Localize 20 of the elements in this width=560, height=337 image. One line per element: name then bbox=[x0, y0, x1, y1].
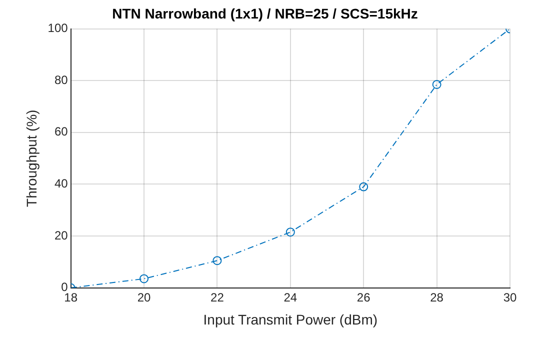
x-tick-label: 28 bbox=[430, 290, 444, 304]
point bbox=[140, 274, 149, 284]
y-tick-label: 80 bbox=[54, 72, 68, 87]
point bbox=[212, 256, 222, 266]
y-tick-label: 20 bbox=[54, 228, 68, 242]
y-axis-title: Throughput (%) bbox=[23, 110, 40, 207]
y-tick-label: 100 bbox=[48, 21, 68, 36]
point bbox=[286, 228, 295, 237]
point bbox=[359, 182, 368, 192]
x-tick-label: 22 bbox=[210, 290, 224, 304]
x-tick-label: 26 bbox=[356, 290, 371, 304]
x-tick-label: 24 bbox=[284, 290, 298, 304]
x-axis-title: Input Transmit Power (dBm) bbox=[203, 311, 378, 328]
y-tick-label: 60 bbox=[54, 124, 68, 139]
y-tick-label: 40 bbox=[54, 176, 68, 191]
x-tick-label: 20 bbox=[137, 290, 152, 304]
line-series bbox=[70, 28, 510, 288]
chart-title: NTN Narrowband (1x1) / NRB=25 / SCS=15kHz bbox=[112, 5, 418, 22]
x-tick-label: 30 bbox=[503, 290, 517, 304]
point bbox=[432, 80, 442, 89]
